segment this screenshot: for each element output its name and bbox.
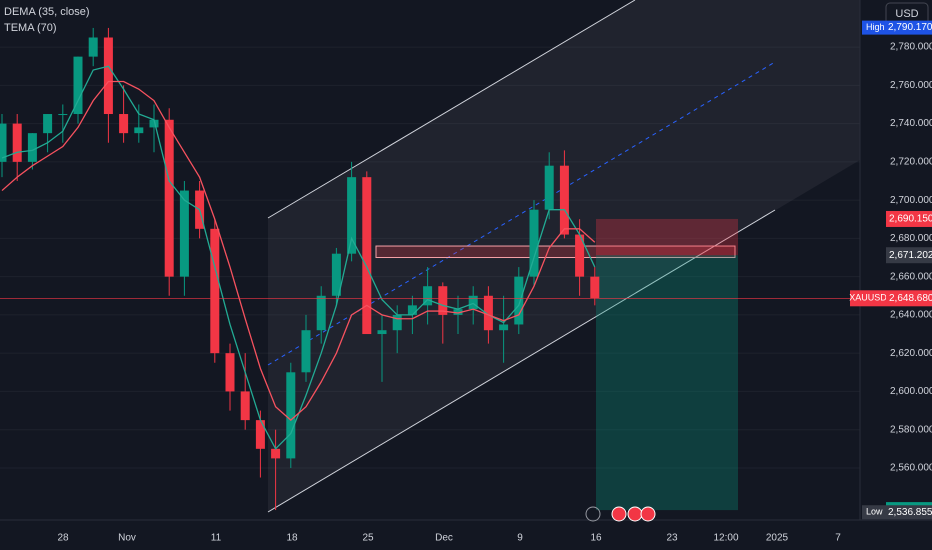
candle-body — [255, 420, 265, 449]
entry-tag — [886, 247, 932, 264]
y-tick-label: 2,760.000 — [890, 80, 932, 91]
x-tick-label: 11 — [211, 533, 222, 544]
y-tick-label: 2,780.000 — [890, 42, 932, 53]
y-tick-label: 2,740.000 — [890, 118, 932, 129]
x-tick-label: Nov — [118, 533, 136, 544]
marker-name: High — [866, 22, 885, 32]
candle-body — [164, 119, 174, 277]
icon — [585, 506, 601, 522]
legend-entry: DEMA (35, close) — [4, 6, 90, 18]
x-tick-label: 18 — [286, 533, 298, 544]
candle-body — [286, 372, 296, 459]
x-tick-label: 2025 — [766, 533, 789, 544]
candle-body — [483, 295, 493, 331]
candle-body — [423, 286, 433, 306]
x-tick-label: 16 — [590, 533, 602, 544]
y-tick-label: 2,580.000 — [890, 424, 932, 435]
legend: DEMA (35, close) TEMA (70) — [4, 6, 90, 34]
channel-line — [267, 0, 636, 219]
candle-body — [559, 165, 569, 235]
candle-body — [12, 123, 22, 162]
candle-body — [149, 119, 159, 128]
event-icons — [585, 506, 656, 522]
candle-body — [225, 353, 235, 392]
candle-body — [347, 177, 357, 254]
candle-body — [210, 228, 220, 354]
marker-tag — [862, 20, 932, 35]
x-tick-label: 25 — [362, 533, 374, 544]
candle-body — [331, 253, 341, 296]
candle-body — [499, 324, 509, 331]
y-tick-label: 2,660.000 — [890, 271, 932, 282]
indicator-line — [1, 80, 596, 421]
x-tick-label: 12:00 — [713, 533, 738, 544]
y-tick-label: 2,620.000 — [890, 348, 932, 359]
x-tick-label: 7 — [835, 533, 841, 544]
y-tick-label: 2,700.000 — [890, 195, 932, 206]
candle-body — [453, 309, 463, 315]
candle-body — [240, 391, 250, 421]
target-zone — [596, 255, 738, 511]
currency[interactable]: USD — [895, 8, 918, 20]
candle-body — [514, 276, 524, 325]
marker-name: Low — [866, 507, 883, 517]
candle-body — [134, 127, 144, 134]
x-tick-label: 28 — [57, 533, 69, 544]
candle-body — [103, 37, 113, 115]
candle-body — [377, 330, 387, 335]
candle-body — [575, 234, 585, 277]
marker-tag — [862, 505, 932, 520]
channel-line — [267, 209, 776, 513]
candle-body — [544, 165, 554, 210]
candle-body — [73, 56, 83, 115]
candle-body — [119, 114, 129, 134]
x-tick-label: 23 — [666, 533, 678, 544]
candle-body — [0, 123, 7, 162]
candle-body — [529, 209, 539, 277]
candle-body — [58, 114, 68, 116]
marker-value: 2,536.855 — [888, 507, 932, 518]
stop-label: 2,690.150 — [889, 214, 932, 225]
candle-body — [271, 448, 281, 459]
symbol-label: XAUUSD — [849, 293, 887, 303]
candle-body — [43, 114, 53, 134]
candle-body — [88, 37, 98, 57]
x-tick-label: Dec — [435, 533, 453, 544]
candle-body — [362, 177, 372, 335]
y-tick-label: 2,640.000 — [890, 310, 932, 321]
y-tick-label: 2,560.000 — [890, 463, 932, 474]
y-tick-label: 2,680.000 — [890, 233, 932, 244]
candle-body — [438, 286, 448, 315]
plot-area — [0, 0, 860, 513]
candle-body — [301, 330, 311, 373]
entry-label: 2,671.202 — [889, 250, 932, 261]
resistance-zone — [375, 245, 736, 259]
candle-body — [392, 314, 402, 331]
icon — [611, 506, 627, 522]
stop-tag — [886, 210, 932, 227]
y-tick-label: 2,720.000 — [890, 156, 932, 167]
y-tick-label: 2,600.000 — [890, 386, 932, 397]
indicator-line — [1, 65, 596, 450]
last-price-tag — [886, 290, 932, 307]
candle-body — [468, 295, 478, 310]
legend-entry: TEMA (70) — [4, 22, 57, 34]
candle-body — [179, 190, 189, 277]
icon — [640, 506, 656, 522]
marker-value: 2,790.170 — [888, 22, 932, 33]
candle-body — [590, 276, 600, 299]
candle-body — [316, 295, 326, 331]
symbol-tag — [850, 290, 886, 307]
x-tick-label: 9 — [517, 533, 523, 544]
stop-zone — [596, 218, 738, 256]
channel-fill — [268, 0, 860, 512]
candle-body — [407, 305, 417, 315]
candle-body — [27, 133, 37, 162]
icon — [627, 506, 643, 522]
last-price-label: 2,648.680 — [889, 293, 932, 304]
